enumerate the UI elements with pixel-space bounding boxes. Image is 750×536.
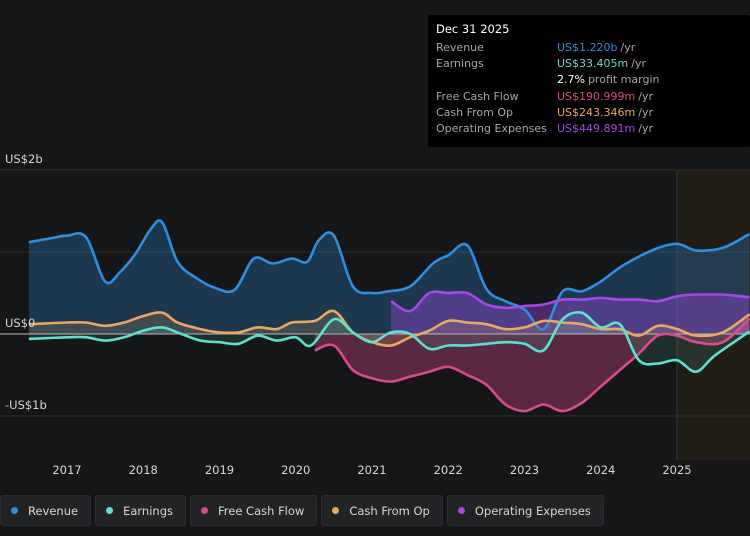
legend-label: Earnings xyxy=(123,503,173,518)
tooltip-row-unit: profit margin xyxy=(587,73,660,87)
tooltip-row-value: US$33.405m xyxy=(557,56,629,70)
x-tick-label: 2024 xyxy=(586,463,615,477)
tooltip-row-unit: /yr xyxy=(631,56,646,70)
tooltip-row-label: Revenue xyxy=(436,40,484,54)
legend-dot-icon xyxy=(11,507,18,514)
tooltip-row-value: 2.7% xyxy=(557,73,585,87)
tooltip-row-label: Earnings xyxy=(436,56,484,70)
series-lines xyxy=(28,219,750,413)
grid-lines xyxy=(0,169,750,417)
revenue-line xyxy=(28,219,750,331)
x-tick-label: 2021 xyxy=(357,463,386,477)
tooltip-row-unit: /yr xyxy=(638,122,653,136)
x-tick-label: 2025 xyxy=(662,463,691,477)
tooltip-row: Revenue US$1.220b/yr xyxy=(436,39,742,55)
tooltip-row: Earnings US$33.405m/yr xyxy=(436,55,742,71)
tooltip-row-label: Free Cash Flow xyxy=(436,89,519,103)
legend-dot-icon xyxy=(106,507,114,514)
tooltip-rows: Revenue US$1.220b/yr Earnings US$33.405m/yr… xyxy=(436,39,742,137)
chart-legend: Revenue Earnings Free Cash Flow Cash From O… xyxy=(0,495,604,526)
tooltip-row-value: US$190.999m xyxy=(557,89,636,103)
cash-from-op-line xyxy=(28,309,750,347)
legend-label: Cash From Op xyxy=(349,503,430,518)
revenue-area xyxy=(28,220,750,334)
tooltip-row-value: US$243.346m xyxy=(557,105,636,119)
earnings-line xyxy=(28,310,750,373)
y-tick-label: US$2b xyxy=(5,152,43,166)
tooltip-row-unit: /yr xyxy=(620,40,636,54)
legend-item-operating-expenses[interactable]: Operating Expenses xyxy=(446,495,604,526)
legend-item-cash-from-op[interactable]: Cash From Op xyxy=(321,495,443,526)
operating-expenses-line xyxy=(390,290,750,313)
y-tick-label: -US$1b xyxy=(5,398,47,412)
tooltip-row: 2.7% profit margin xyxy=(436,72,742,88)
tooltip-panel: Dec 31 2025 Revenue US$1.220b/yr Earnings U… xyxy=(428,15,750,147)
earnings-area xyxy=(28,312,750,372)
legend-item-earnings[interactable]: Earnings xyxy=(95,495,186,526)
y-tick-label: US$0 xyxy=(5,316,35,330)
tooltip-row: Operating Expenses US$449.891m/yr xyxy=(436,120,742,136)
tooltip-row-value: US$449.891m xyxy=(557,122,636,136)
x-tick-label: 2022 xyxy=(434,463,463,477)
y-axis-ticks: US$2b US$0 -US$1b xyxy=(5,152,47,412)
tooltip-row-label: Operating Expenses xyxy=(436,122,547,136)
legend-dot-icon xyxy=(332,507,340,514)
forecast-band xyxy=(677,170,750,460)
tooltip-row-label: Cash From Op xyxy=(436,105,514,119)
legend-dot-icon xyxy=(457,507,465,514)
x-axis-ticks: 2017 2018 2019 2020 2021 2022 2023 2024 2025 xyxy=(52,463,691,477)
cash-from-op-area xyxy=(28,310,750,346)
tooltip-date: Dec 31 2025 xyxy=(436,22,510,36)
tooltip-row-value: US$1.220b xyxy=(557,40,618,54)
x-tick-label: 2018 xyxy=(129,463,158,477)
tooltip-row: Cash From Op US$243.346m/yr xyxy=(436,104,742,120)
legend-label: Operating Expenses xyxy=(474,503,591,518)
legend-label: Free Cash Flow xyxy=(218,503,305,518)
tooltip-row: Free Cash Flow US$190.999m/yr xyxy=(436,88,742,104)
legend-dot-icon xyxy=(201,507,208,514)
tooltip-row-unit: /yr xyxy=(638,89,653,103)
tooltip-row-unit: /yr xyxy=(638,105,653,119)
legend-item-free-cash-flow[interactable]: Free Cash Flow xyxy=(190,495,318,526)
x-tick-label: 2019 xyxy=(205,463,234,477)
free-cash-flow-line xyxy=(314,317,750,413)
legend-item-revenue[interactable]: Revenue xyxy=(0,495,92,526)
x-tick-label: 2020 xyxy=(281,463,310,477)
x-tick-label: 2023 xyxy=(510,463,539,477)
x-tick-label: 2017 xyxy=(52,463,81,477)
legend-label: Revenue xyxy=(28,503,79,518)
free-cash-flow-area xyxy=(314,318,750,412)
